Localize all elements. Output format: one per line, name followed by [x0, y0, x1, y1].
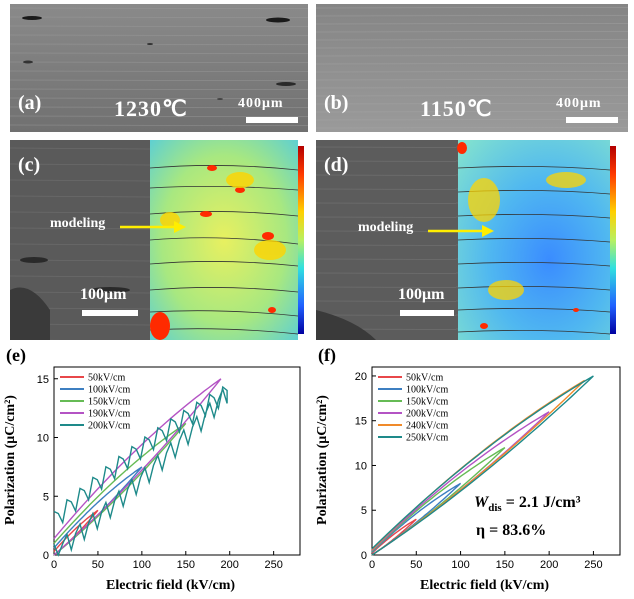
legend-label: 200kV/cm	[88, 421, 130, 432]
legend-label: 150kV/cm	[406, 397, 448, 408]
y-tick-label: 10	[355, 460, 367, 472]
arrow-text-d: modeling	[358, 220, 414, 235]
x-axis-title-f: Electric field (kV/cm)	[420, 578, 550, 593]
x-tick-label: 150	[177, 559, 195, 571]
series-line	[371, 375, 594, 556]
chart-e: 0 50 100 150 200 250 0 5 10 15 50kV/cm100kV/cm150k…	[37, 366, 301, 571]
x-tick-label: 200	[221, 559, 239, 571]
legend-label: 50kV/cm	[406, 373, 443, 384]
panel-label-a: (a)	[18, 92, 42, 114]
x-tick-label: 150	[496, 559, 514, 571]
x-tick-label: 100	[451, 559, 469, 571]
panel-label-b: (b)	[324, 92, 349, 114]
temperature-label-a: 1230℃	[114, 96, 188, 121]
legend-label: 150kV/cm	[88, 397, 130, 408]
panel-label-c: (c)	[18, 154, 41, 176]
panel-label-f: (f)	[318, 345, 336, 365]
scale-text-c: 100μm	[80, 286, 127, 303]
scale-bar-a	[246, 117, 298, 123]
scale-text-d: 100μm	[398, 286, 445, 303]
y-tick-label: 5	[361, 505, 367, 517]
arrow-text-c: modeling	[50, 216, 106, 231]
legend-label: 250kV/cm	[406, 433, 448, 444]
legend-label: 100kV/cm	[88, 385, 130, 396]
scale-bar-c	[82, 310, 138, 316]
panel-label-d: (d)	[324, 154, 349, 176]
series-line	[53, 422, 187, 556]
modeling-panel-d: (d) modeling 100μm	[316, 140, 628, 340]
x-tick-label: 250	[584, 559, 602, 571]
y-tick-label: 15	[355, 416, 367, 428]
y-tick-label: 5	[43, 491, 49, 503]
legend-label: 190kV/cm	[88, 409, 130, 420]
series-line	[53, 385, 228, 557]
plot-frame	[53, 366, 301, 556]
x-tick-label: 200	[540, 559, 558, 571]
sem-panel-a: (a) 1230℃ 400μm	[10, 4, 308, 132]
modeling-image-d	[316, 140, 616, 340]
x-tick-label: 0	[51, 559, 57, 571]
x-tick-label: 0	[369, 559, 375, 571]
scale-bar-d	[400, 310, 454, 316]
sem-image-a	[10, 4, 308, 132]
x-axis-title-e: Electric field (kV/cm)	[106, 578, 236, 593]
legend-label: 50kV/cm	[88, 373, 125, 384]
efficiency-text: η = 83.6%	[476, 522, 547, 539]
energy-density-text: Wdis = 2.1 J/cm³	[474, 494, 581, 514]
wdis-subscript: dis	[488, 502, 502, 515]
legend-label: 200kV/cm	[406, 409, 448, 420]
y-tick-label: 10	[37, 433, 49, 445]
series-line	[371, 518, 417, 556]
legend-label: 240kV/cm	[406, 421, 448, 432]
modeling-panel-c: (c) modeling 100μm	[10, 140, 308, 340]
arrow-icon-d	[428, 225, 494, 237]
x-tick-label: 100	[133, 559, 151, 571]
y-tick-label: 20	[355, 371, 367, 383]
y-tick-label: 15	[37, 374, 49, 386]
x-tick-label: 50	[410, 559, 422, 571]
sem-panel-b: (b) 1150℃ 400μm	[316, 4, 628, 132]
scale-text-a: 400μm	[238, 96, 284, 111]
x-tick-label: 50	[92, 559, 104, 571]
scale-bar-b	[566, 117, 618, 123]
x-tick-label: 250	[264, 559, 282, 571]
scale-text-b: 400μm	[556, 96, 602, 111]
y-tick-label: 0	[361, 550, 367, 562]
panel-label-e: (e)	[6, 345, 26, 365]
wdis-value: = 2.1 J/cm³	[505, 494, 581, 511]
plot-frame	[371, 366, 621, 556]
arrow-icon-c	[120, 221, 186, 233]
sem-image-b	[316, 4, 628, 132]
series-line	[53, 378, 222, 556]
y-tick-label: 0	[43, 550, 49, 562]
legend-label: 100kV/cm	[406, 385, 448, 396]
chart-f: 0 50 100 150 200 250 0 5 10 15 20 50kV/cm100kV/cm15…	[355, 366, 621, 571]
modeling-image-c	[10, 140, 304, 340]
temperature-label-b: 1150℃	[420, 96, 493, 121]
wdis-symbol: W	[474, 494, 489, 511]
